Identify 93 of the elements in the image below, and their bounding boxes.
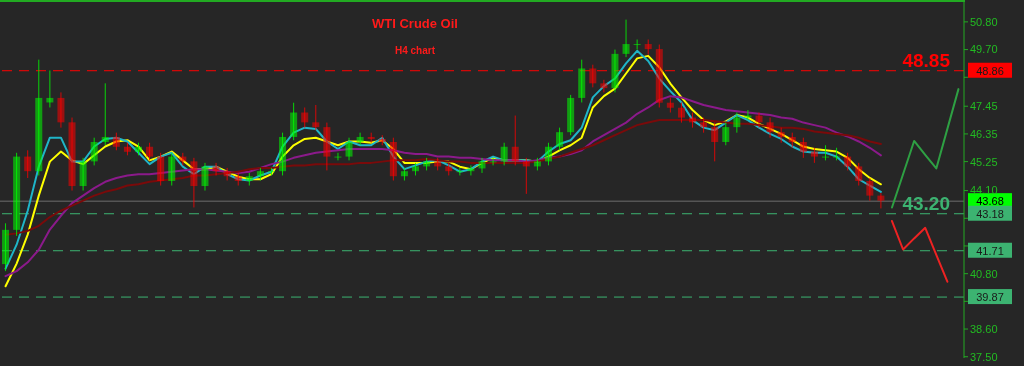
candlestick <box>378 134 386 146</box>
candlestick <box>556 127 564 151</box>
candlestick <box>500 142 508 166</box>
candlestick <box>90 137 98 166</box>
candlestick <box>334 152 342 161</box>
candlestick <box>722 122 730 146</box>
line-series <box>4 95 882 278</box>
line-series <box>890 88 960 209</box>
candlestick <box>544 142 552 166</box>
candlestick <box>578 59 586 103</box>
candlestick <box>2 222 10 272</box>
candlestick <box>644 39 652 56</box>
candlestick <box>478 157 486 174</box>
candlestick <box>157 152 165 187</box>
ref-line-label: 41.71 <box>976 244 1004 257</box>
candlestick <box>489 157 497 166</box>
y-tick-label: 45.25 <box>970 155 998 168</box>
candlestick <box>168 152 176 187</box>
y-tick-label: 40.80 <box>970 267 998 280</box>
candlestick <box>212 162 220 176</box>
candlestick <box>711 122 719 162</box>
candlestick <box>833 147 841 161</box>
candlestick <box>733 112 741 134</box>
candlestick <box>445 162 453 176</box>
line-series <box>890 220 949 283</box>
candlestick <box>245 172 253 187</box>
candlestick <box>423 157 431 171</box>
candlestick <box>788 132 796 149</box>
candlestick <box>112 132 120 151</box>
y-tick-label: 38.60 <box>970 322 998 335</box>
candlestick <box>279 132 287 176</box>
candlestick <box>821 144 829 161</box>
candlestick <box>600 79 608 93</box>
candlestick <box>13 152 21 237</box>
ref-line-label: 39.87 <box>976 291 1004 304</box>
y-tick-label: 46.35 <box>970 127 998 140</box>
y-tick-label: 37.50 <box>970 350 998 363</box>
candlestick <box>123 142 131 156</box>
candlestick <box>256 167 264 181</box>
candlestick <box>611 49 619 93</box>
candlestick <box>810 147 818 164</box>
candlestick <box>467 164 475 176</box>
candlestick <box>855 162 863 187</box>
candlestick <box>389 137 397 181</box>
annotation: 43.20 <box>902 192 950 214</box>
candlestick <box>677 101 685 124</box>
candlestick <box>57 91 65 129</box>
candlestick <box>522 157 530 195</box>
candlestick <box>622 19 630 58</box>
candlestick <box>190 157 198 208</box>
candlestick <box>234 172 242 187</box>
candlestick <box>135 142 143 156</box>
annotation: 48.85 <box>902 49 951 71</box>
candlestick <box>666 96 674 114</box>
candlestick <box>367 132 375 144</box>
candlestick <box>400 167 408 181</box>
candlestick <box>700 117 708 134</box>
candlestick <box>79 157 87 192</box>
candlestick <box>511 115 519 166</box>
candlestick <box>323 122 331 171</box>
candlestick <box>68 117 76 192</box>
ref-line-label: 43.18 <box>976 207 1004 220</box>
text: WTI Crude Oil <box>371 16 459 31</box>
y-tick-label: 49.70 <box>970 43 998 56</box>
candlestick <box>312 104 320 131</box>
ref-line-label: 43.68 <box>976 195 1004 208</box>
candlestick <box>345 137 353 161</box>
candlestick <box>223 167 231 181</box>
candlestick <box>290 102 298 141</box>
candlestick <box>866 177 874 202</box>
candlestick <box>24 149 32 179</box>
text: H4 chart <box>394 45 436 56</box>
candlestick <box>301 106 309 129</box>
candlestick <box>844 152 852 171</box>
candlestick <box>412 162 420 176</box>
candlestick <box>567 94 575 136</box>
candlestick <box>146 142 154 161</box>
candlestick <box>877 192 885 209</box>
candlestick <box>201 162 209 192</box>
candlestick <box>589 64 597 88</box>
candlestick <box>533 157 541 171</box>
candlestick <box>434 157 442 171</box>
candlestick <box>744 109 752 121</box>
candlestick <box>101 82 109 146</box>
candlestick <box>356 132 364 146</box>
y-tick-label: 47.45 <box>970 100 998 113</box>
candlestick <box>777 127 785 144</box>
ref-line-label: 48.86 <box>976 64 1004 77</box>
candlestick <box>799 137 807 159</box>
candlestick <box>35 59 43 176</box>
candlestick <box>633 39 641 51</box>
candlestick <box>766 117 774 139</box>
y-tick-label: 50.80 <box>970 15 998 28</box>
